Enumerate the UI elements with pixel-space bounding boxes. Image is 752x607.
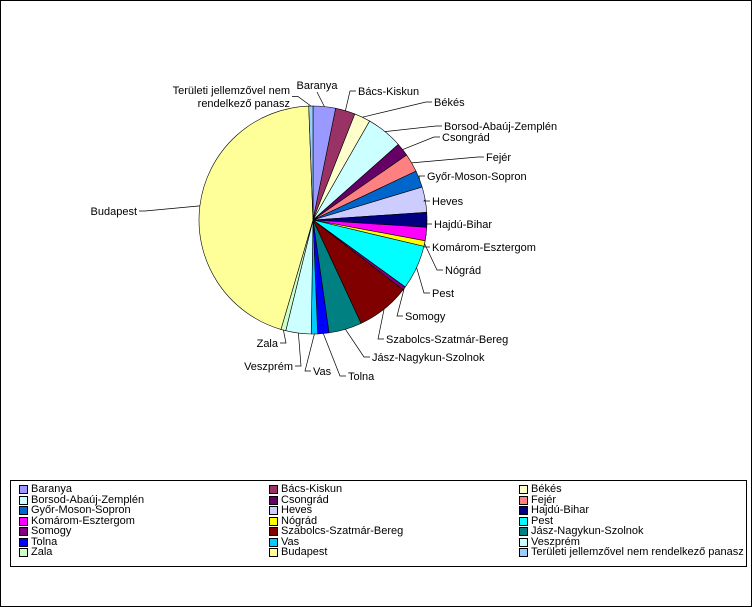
data-label: Zala: [257, 338, 279, 350]
legend-label: Nógrád: [281, 514, 318, 527]
legend-label: Budapest: [281, 546, 328, 558]
leader-line: [322, 333, 346, 377]
legend-swatch: [519, 537, 528, 547]
legend-swatch: [269, 495, 278, 505]
data-label: Somogy: [405, 311, 446, 323]
leader-line: [411, 156, 484, 164]
legend-label: Komárom-Esztergom: [31, 514, 135, 527]
data-label: Bács-Kiskun: [358, 86, 419, 98]
pie-slice: [198, 105, 314, 330]
legend-label: Heves: [281, 504, 313, 516]
leader-line: [345, 90, 356, 111]
legend-swatch: [19, 527, 28, 536]
legend-swatch: [19, 516, 28, 526]
data-label: Heves: [432, 196, 464, 208]
data-label: Békés: [434, 97, 465, 109]
leader-line: [280, 330, 287, 344]
leader-line: [304, 333, 315, 372]
leader-line: [377, 309, 385, 340]
leader-line: [416, 267, 430, 294]
leader-line: [402, 136, 440, 150]
data-label: Nógrád: [445, 265, 481, 277]
legend-swatch: [269, 485, 278, 494]
legend-label: Területi jellemzővel nem rendelkező pana…: [531, 546, 744, 558]
legend-swatch: [19, 548, 28, 557]
legend-label: Győr-Moson-Sopron: [31, 504, 131, 516]
leader-line: [362, 101, 432, 118]
leader-line: [396, 288, 405, 317]
data-label: rendelkező panasz: [198, 98, 290, 110]
legend-label: Tolna: [31, 535, 58, 548]
legend-label: Baranya: [31, 483, 72, 495]
legend-label: Békés: [531, 483, 562, 495]
data-label: Jász-Nagykun-Szolnok: [372, 352, 485, 364]
data-label: Csongrád: [442, 132, 490, 144]
leader-line: [292, 96, 312, 107]
legend-label: Pest: [531, 514, 554, 527]
leader-line: [316, 91, 325, 107]
legend-swatch: [19, 506, 28, 515]
data-label: Budapest: [91, 206, 137, 218]
legend-swatch: [269, 516, 278, 526]
legend-swatch: [269, 506, 278, 515]
legend-swatch: [19, 485, 28, 494]
data-label: Győr-Moson-Sopron: [427, 171, 527, 183]
legend-label: Zala: [31, 546, 53, 558]
leader-line: [418, 175, 425, 180]
legend-label: Hajdú-Bihar: [531, 504, 590, 516]
data-label: Komárom-Esztergom: [432, 242, 536, 254]
legend-swatch: [519, 516, 528, 526]
legend-swatch: [519, 548, 528, 557]
leader-line: [423, 199, 430, 202]
legend-swatch: [519, 506, 528, 515]
leader-line: [139, 205, 200, 212]
data-label: Szabolcs-Szatmár-Bereg: [386, 334, 508, 346]
pie-chart: Baranya Bács-Kiskun Békés Borsod-Abaúj-Zemp…: [91, 80, 558, 383]
data-label: Területi jellemzővel nem: [173, 85, 290, 97]
data-label: Baranya: [297, 80, 339, 92]
data-label: Hajdú-Bihar: [434, 219, 492, 231]
legend-swatch: [519, 495, 528, 505]
leader-line: [345, 329, 370, 358]
legend-label: Csongrád: [281, 493, 329, 506]
leader-line: [384, 125, 442, 132]
legend-swatch: [269, 527, 278, 536]
leader-line: [295, 333, 302, 367]
legend-swatch: [269, 548, 278, 557]
legend-label: Fejér: [531, 493, 557, 506]
legend-swatch: [269, 537, 278, 547]
legend-label: Vas: [281, 535, 300, 548]
data-label: Pest: [432, 288, 454, 300]
leader-line: [425, 219, 432, 225]
legend-swatch: [519, 527, 528, 536]
legend-label: Szabolcs-Szatmár-Bereg: [281, 525, 404, 537]
data-label: Tolna: [348, 371, 375, 383]
legend-label: Somogy: [31, 525, 72, 537]
legend-label: Bács-Kiskun: [281, 483, 343, 495]
legend-label: Borsod-Abaúj-Zemplén: [31, 493, 145, 506]
data-label: Veszprém: [244, 361, 293, 373]
legend-swatch: [19, 537, 28, 547]
data-label: Fejér: [486, 152, 511, 164]
leader-line: [424, 243, 443, 271]
legend: Baranya Bács-Kiskun Békés Borsod-Abaúj-Zemp…: [10, 480, 747, 567]
legend-swatch: [519, 485, 528, 494]
data-label: Borsod-Abaúj-Zemplén: [444, 121, 557, 133]
data-label: Vas: [313, 366, 332, 378]
legend-label: Veszprém: [531, 535, 580, 548]
legend-label: Jász-Nagykun-Szolnok: [531, 525, 644, 537]
legend-swatch: [19, 495, 28, 505]
